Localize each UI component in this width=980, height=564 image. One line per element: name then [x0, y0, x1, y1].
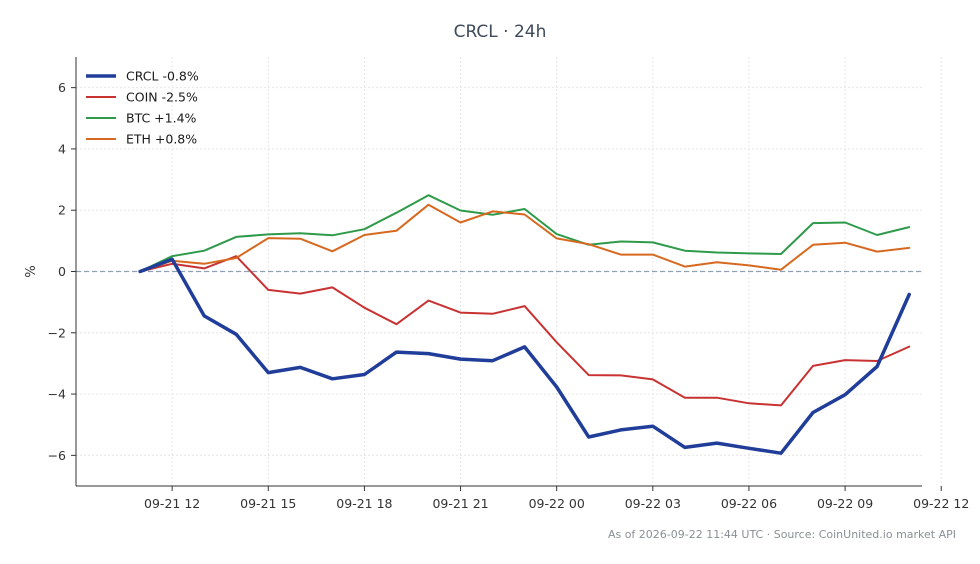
footer-source: As of 2026-09-22 11:44 UTC · Source: Coi… — [608, 528, 956, 541]
x-tick-label: 09-22 00 — [529, 496, 585, 511]
x-tick-label: 09-22 03 — [625, 496, 681, 511]
y-tick-label: −4 — [48, 387, 66, 402]
series-line-eth — [139, 203, 911, 273]
x-tick-label: 09-21 12 — [144, 496, 200, 511]
x-tick-label: 09-21 18 — [336, 496, 392, 511]
y-tick-label: 2 — [58, 203, 66, 218]
series-layer — [138, 194, 911, 455]
legend-label: BTC +1.4% — [126, 111, 197, 126]
series-line-coin — [139, 255, 911, 407]
y-tick-label: −2 — [48, 325, 66, 340]
legend: CRCL -0.8% COIN -2.5% BTC +1.4% ETH +0.8% — [86, 69, 199, 147]
y-tick-label: 0 — [58, 264, 66, 279]
legend-label: COIN -2.5% — [126, 90, 198, 105]
x-tick-label: 09-22 12 — [913, 496, 969, 511]
legend-label: CRCL -0.8% — [126, 69, 199, 84]
y-tick-label: 4 — [58, 141, 66, 156]
y-axis-label: % — [24, 265, 39, 277]
axes — [75, 57, 922, 487]
x-tick-label: 09-21 21 — [432, 496, 488, 511]
y-axis-ticks: −6 −4 −2 0 2 4 6 — [48, 80, 76, 463]
y-tick-label: 6 — [58, 80, 66, 95]
x-tick-label: 09-22 06 — [721, 496, 777, 511]
x-tick-label: 09-22 09 — [817, 496, 873, 511]
series-line-btc — [139, 194, 911, 273]
series-line-crcl — [138, 257, 911, 455]
x-tick-label: 09-21 15 — [240, 496, 296, 511]
legend-label: ETH +0.8% — [126, 132, 197, 147]
x-axis-ticks: 09-21 12 09-21 15 09-21 18 09-21 21 09-22 00… — [144, 486, 969, 511]
y-tick-label: −6 — [48, 448, 66, 463]
chart-title: CRCL · 24h — [454, 22, 547, 42]
